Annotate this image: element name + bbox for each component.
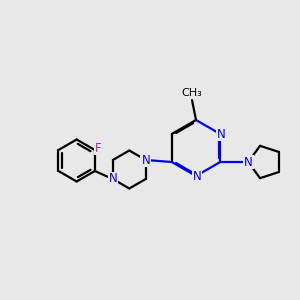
Text: CH₃: CH₃ bbox=[182, 88, 203, 98]
Text: N: N bbox=[193, 169, 201, 182]
Text: N: N bbox=[141, 154, 150, 166]
Text: N: N bbox=[244, 155, 253, 169]
Text: N: N bbox=[217, 128, 226, 140]
Text: N: N bbox=[109, 172, 117, 185]
Text: F: F bbox=[94, 142, 101, 154]
